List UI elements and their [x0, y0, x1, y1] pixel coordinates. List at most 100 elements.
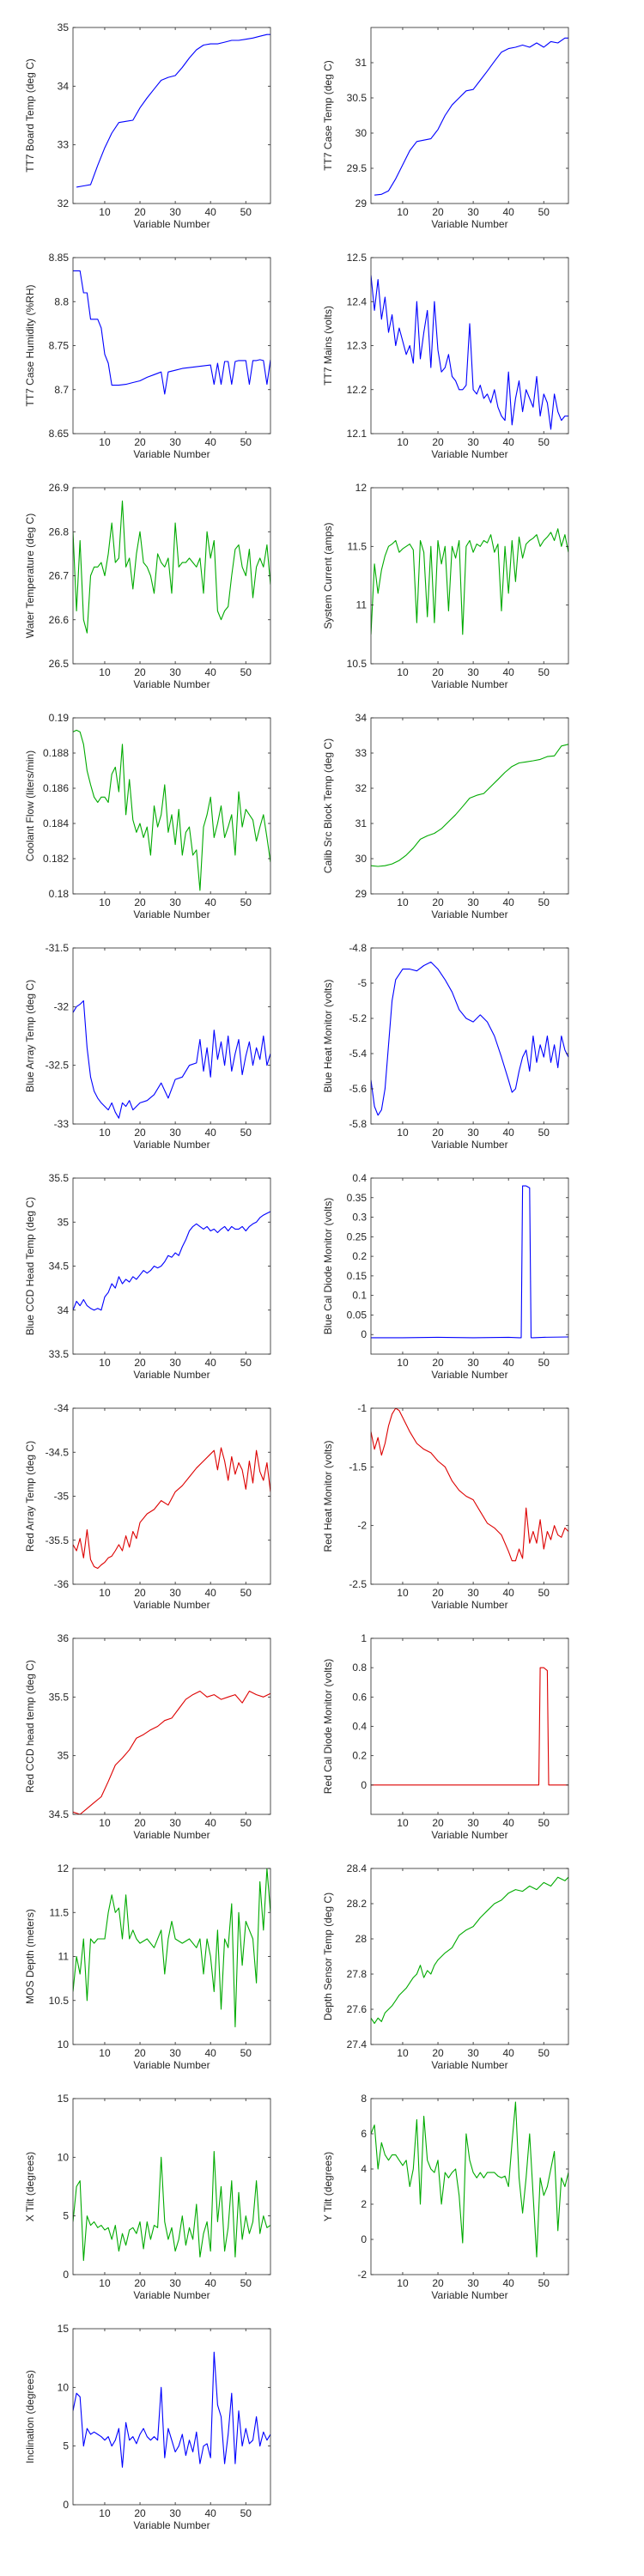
subplot-3: 10 20 30 40 50 8.65 8.7 8.75 8.8 8.85 Variable Num…	[24, 252, 271, 460]
x-tick-label: 50	[240, 1817, 252, 1829]
y-tick-label: -2	[357, 2269, 367, 2281]
series-line	[371, 1408, 568, 1562]
y-tick-label: 30	[355, 853, 368, 865]
x-tick-label: 20	[432, 2277, 444, 2289]
y-tick-label: 0.182	[43, 853, 69, 865]
y-tick-label: 1	[361, 1632, 367, 1644]
y-tick-label: 26.8	[49, 526, 70, 538]
x-tick-label: 40	[502, 1817, 514, 1829]
y-tick-label: 8	[361, 2093, 367, 2105]
y-tick-label: 11	[58, 1951, 70, 1963]
x-tick-label: 50	[538, 1587, 550, 1599]
x-axis-label: Variable Number	[133, 2059, 210, 2071]
y-axis-label: Red Heat Monitor (volts)	[322, 1440, 334, 1552]
axes-box	[72, 257, 271, 434]
x-tick-label: 50	[538, 1817, 550, 1829]
y-tick-label: 8.75	[49, 340, 70, 352]
y-tick-label: -2	[357, 1520, 367, 1532]
y-tick-label: 33.5	[49, 1348, 70, 1360]
x-tick-label: 40	[204, 206, 216, 218]
subplot-10: 10 20 30 40 50 -5.8 -5.6 -5.4 -5.2 -5 -4.8 Variable…	[322, 942, 569, 1151]
y-tick-label: 8.85	[49, 252, 70, 264]
y-axis-label: TT7 Mains (volts)	[322, 306, 334, 386]
x-tick-label: 30	[467, 1587, 479, 1599]
x-tick-label: 30	[169, 436, 181, 448]
x-tick-label: 30	[467, 436, 479, 448]
x-tick-label: 20	[432, 436, 444, 448]
x-axis-label: Variable Number	[431, 1829, 507, 1841]
x-tick-label: 20	[134, 896, 146, 908]
axes-box	[72, 1868, 271, 2045]
series-line	[371, 744, 568, 867]
x-tick-label: 50	[538, 896, 550, 908]
y-tick-label: 28	[355, 1933, 368, 1945]
y-axis-label: Blue Array Temp (deg C)	[24, 980, 36, 1092]
y-tick-label: 27.8	[347, 1968, 368, 1980]
y-tick-label: 8.7	[54, 384, 69, 396]
y-tick-label: 0	[63, 2499, 69, 2511]
axes-box	[72, 2098, 271, 2275]
x-tick-label: 40	[204, 1357, 216, 1369]
x-tick-label: 30	[467, 1357, 479, 1369]
y-tick-label: 0.25	[347, 1230, 368, 1242]
y-tick-label: -1.5	[349, 1461, 367, 1473]
y-axis-label: Calib Src Block Temp (deg C)	[322, 738, 334, 873]
x-tick-label: 30	[169, 1817, 181, 1829]
x-tick-label: 50	[538, 2277, 550, 2289]
y-axis-label: Red Array Temp (deg C)	[24, 1441, 36, 1552]
subplot-5: 10 20 30 40 50 26.5 26.6 26.7 26.8 26.9 Variable N…	[24, 482, 271, 690]
x-tick-label: 50	[538, 436, 550, 448]
subplot-9: 10 20 30 40 50 -33 -32.5 -32 -31.5 Variable Numbe…	[24, 942, 271, 1151]
x-axis-label: Variable Number	[431, 678, 507, 690]
axes-box	[370, 1407, 569, 1585]
y-axis-label: X Tilt (degrees)	[24, 2152, 36, 2221]
x-tick-label: 50	[240, 436, 252, 448]
x-tick-label: 30	[169, 2277, 181, 2289]
y-tick-label: 28.2	[347, 1898, 368, 1910]
x-tick-label: 50	[240, 1357, 252, 1369]
y-tick-label: 5	[63, 2210, 69, 2222]
axes-box	[370, 2098, 569, 2275]
series-line	[73, 1447, 270, 1570]
series-line	[73, 1211, 270, 1311]
x-tick-label: 50	[240, 2277, 252, 2289]
x-tick-label: 40	[204, 1587, 216, 1599]
x-tick-label: 20	[432, 1357, 444, 1369]
x-tick-label: 10	[397, 666, 409, 678]
y-axis-label: Water Temperature (deg C)	[24, 513, 36, 638]
y-tick-label: 32	[355, 782, 368, 794]
x-tick-label: 30	[169, 1127, 181, 1139]
x-tick-label: 10	[397, 1357, 409, 1369]
x-tick-label: 40	[502, 2047, 514, 2059]
x-tick-label: 50	[240, 2047, 252, 2059]
y-axis-label: TT7 Case Temp (deg C)	[322, 60, 334, 171]
x-tick-label: 40	[204, 896, 216, 908]
x-tick-label: 20	[134, 2507, 146, 2519]
x-tick-label: 40	[204, 1127, 216, 1139]
y-tick-label: 26.7	[49, 570, 70, 582]
y-tick-label: 0	[361, 1779, 367, 1791]
y-tick-label: -5.8	[349, 1118, 367, 1130]
x-tick-label: 50	[538, 206, 550, 218]
x-tick-label: 20	[134, 1817, 146, 1829]
x-tick-label: 10	[99, 206, 111, 218]
x-tick-label: 20	[432, 206, 444, 218]
series-line	[76, 33, 270, 188]
x-tick-label: 10	[99, 2277, 111, 2289]
y-axis-label: Red CCD head temp (deg C)	[24, 1660, 36, 1793]
series-line	[73, 2351, 270, 2468]
x-axis-label: Variable Number	[431, 2289, 507, 2301]
y-axis-label: Y Tilt (degrees)	[322, 2152, 334, 2221]
x-tick-label: 50	[240, 1127, 252, 1139]
x-axis-label: Variable Number	[431, 1139, 507, 1151]
x-tick-label: 50	[240, 2507, 252, 2519]
x-tick-label: 10	[397, 1817, 409, 1829]
y-tick-label: 11.5	[348, 540, 368, 552]
axes-box	[72, 1407, 271, 1585]
y-tick-label: 12.4	[347, 295, 368, 307]
subplot-6: 10 20 30 40 50 10.5 11 11.5 12 Variable Number Sys…	[322, 482, 569, 690]
x-tick-label: 50	[240, 896, 252, 908]
y-tick-label: 35	[58, 21, 70, 33]
axes-box	[72, 947, 271, 1125]
y-tick-label: 11	[356, 599, 368, 611]
